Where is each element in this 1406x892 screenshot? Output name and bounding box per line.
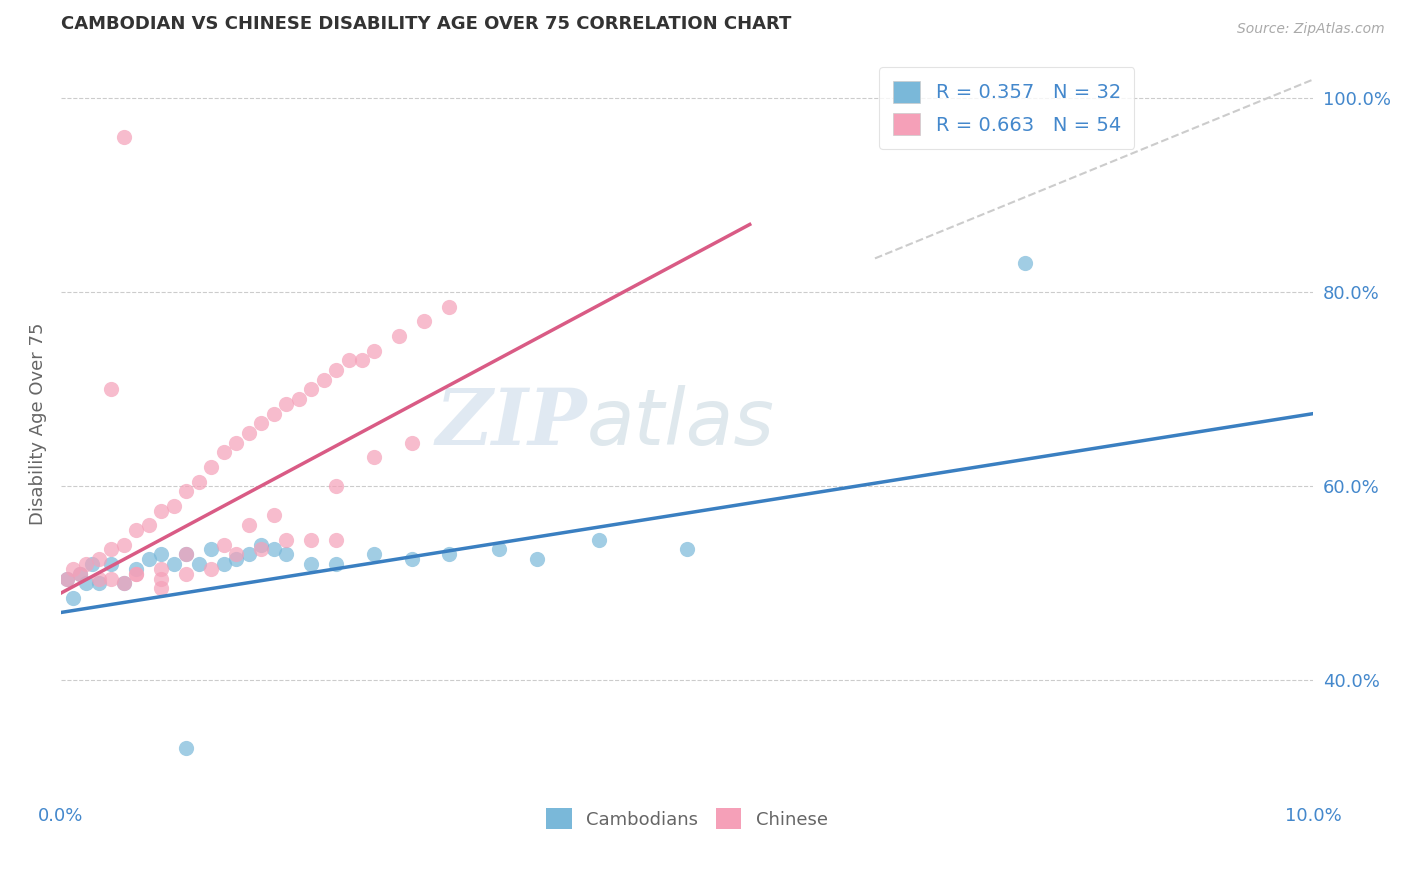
Point [325, 533, 347, 547]
Point [125, 523, 148, 537]
Point [163, 499, 186, 513]
Point [225, 552, 247, 566]
Point [238, 425, 260, 440]
Point [299, 382, 322, 396]
Point [312, 373, 335, 387]
Point [112, 576, 135, 591]
Text: ZIP: ZIP [436, 385, 586, 461]
Point [150, 572, 173, 586]
Point [200, 562, 222, 576]
Point [250, 538, 273, 552]
Point [363, 343, 385, 358]
Point [238, 518, 260, 533]
Point [437, 547, 460, 561]
Point [263, 407, 285, 421]
Point [87, 572, 110, 586]
Point [299, 533, 322, 547]
Point [125, 562, 148, 576]
Point [56, 572, 79, 586]
Point [276, 547, 298, 561]
Point [276, 533, 298, 547]
Point [238, 547, 260, 561]
Point [69, 566, 91, 581]
Point [187, 475, 209, 489]
Point [250, 417, 273, 431]
Point [250, 542, 273, 557]
Point [174, 484, 197, 499]
Legend: Cambodians, Chinese: Cambodians, Chinese [538, 801, 835, 837]
Point [325, 479, 347, 493]
Point [125, 566, 148, 581]
Point [363, 547, 385, 561]
Point [100, 572, 122, 586]
Point [174, 566, 197, 581]
Point [62, 562, 84, 576]
Point [174, 547, 197, 561]
Point [56, 572, 79, 586]
Point [212, 557, 235, 571]
Point [676, 542, 699, 557]
Point [225, 435, 247, 450]
Point [299, 557, 322, 571]
Point [212, 538, 235, 552]
Point [1014, 256, 1036, 270]
Point [87, 576, 110, 591]
Point [150, 562, 173, 576]
Point [437, 300, 460, 314]
Y-axis label: Disability Age Over 75: Disability Age Over 75 [30, 322, 46, 524]
Point [150, 503, 173, 517]
Point [112, 130, 135, 145]
Point [100, 542, 122, 557]
Point [112, 538, 135, 552]
Point [200, 542, 222, 557]
Point [276, 397, 298, 411]
Text: atlas: atlas [586, 385, 775, 461]
Point [288, 392, 311, 406]
Point [150, 547, 173, 561]
Point [100, 382, 122, 396]
Point [526, 552, 548, 566]
Point [138, 518, 160, 533]
Point [62, 591, 84, 605]
Point [187, 557, 209, 571]
Point [488, 542, 510, 557]
Point [69, 566, 91, 581]
Point [112, 576, 135, 591]
Point [75, 557, 97, 571]
Point [125, 566, 148, 581]
Point [263, 542, 285, 557]
Point [174, 741, 197, 756]
Point [401, 552, 423, 566]
Point [363, 450, 385, 465]
Point [325, 363, 347, 377]
Point [150, 581, 173, 595]
Point [163, 557, 186, 571]
Point [75, 576, 97, 591]
Point [413, 314, 436, 328]
Point [87, 552, 110, 566]
Text: CAMBODIAN VS CHINESE DISABILITY AGE OVER 75 CORRELATION CHART: CAMBODIAN VS CHINESE DISABILITY AGE OVER… [60, 15, 792, 33]
Point [138, 552, 160, 566]
Point [350, 353, 373, 368]
Point [401, 435, 423, 450]
Point [200, 459, 222, 474]
Point [263, 508, 285, 523]
Point [388, 329, 411, 343]
Point [588, 533, 610, 547]
Point [325, 557, 347, 571]
Point [225, 547, 247, 561]
Point [212, 445, 235, 459]
Text: Source: ZipAtlas.com: Source: ZipAtlas.com [1237, 22, 1385, 37]
Point [100, 557, 122, 571]
Point [337, 353, 360, 368]
Point [82, 557, 104, 571]
Point [174, 547, 197, 561]
